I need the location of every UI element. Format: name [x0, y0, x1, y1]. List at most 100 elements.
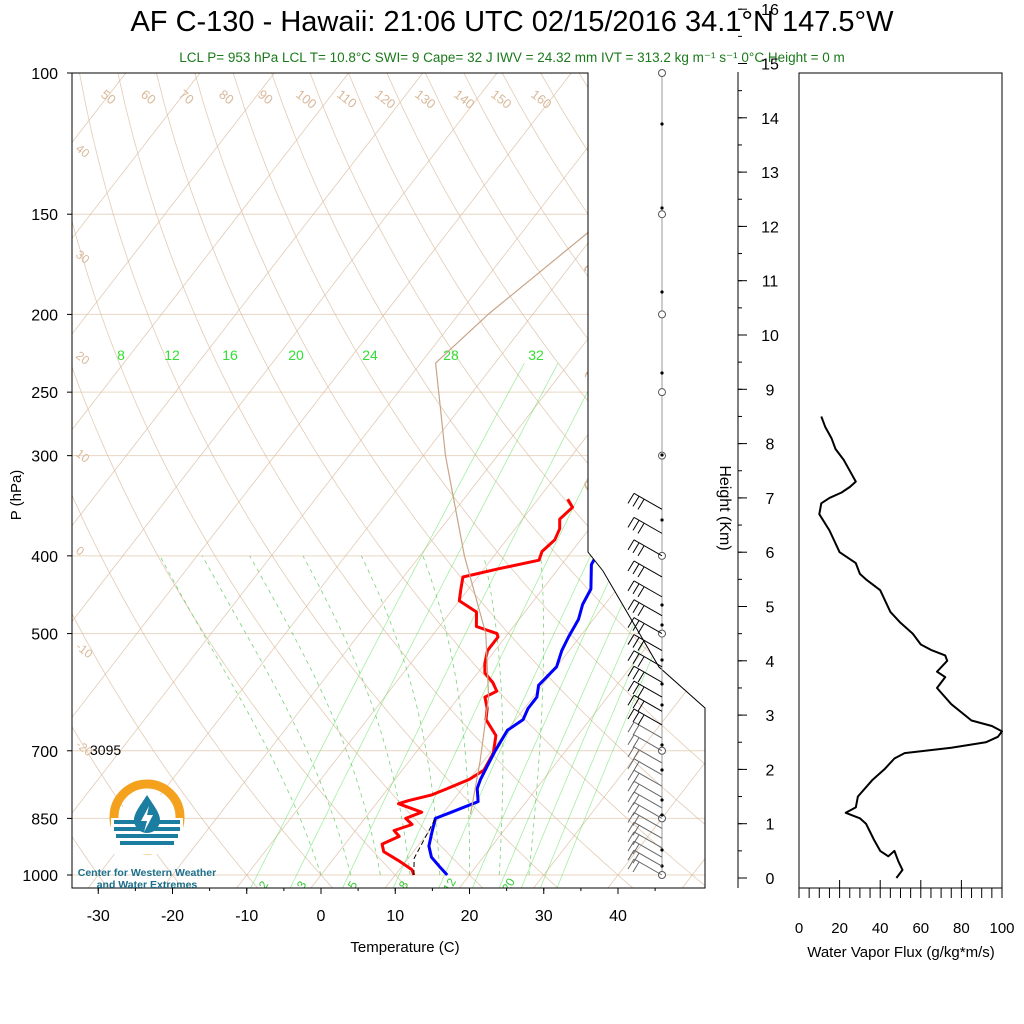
- height-tick-label: 12: [761, 219, 779, 236]
- wind-barb-flag: [632, 784, 640, 795]
- wind-barb: [633, 634, 663, 652]
- dry-adiabat: [72, 73, 187, 888]
- mixing-ratio-label: 20: [499, 875, 518, 894]
- lightning-icon: [141, 806, 153, 832]
- dry-adiabat: [578, 73, 705, 888]
- isotherm-label: 80: [216, 87, 237, 108]
- wind-barb-flag: [632, 724, 640, 736]
- wind-barb-flag: [627, 617, 635, 628]
- x-axis-label: Temperature (C): [350, 939, 459, 956]
- wind-barb-flag: [632, 637, 640, 648]
- mixing-ratio-label: 5: [345, 878, 361, 891]
- dry-adiabat: [348, 73, 705, 888]
- wind-barb: [633, 812, 663, 829]
- wind-barb-flag: [632, 852, 640, 864]
- moist-adiabat-label: 10: [580, 360, 610, 390]
- wind-dot: [660, 453, 664, 457]
- isotherm-label: 140: [451, 87, 477, 112]
- height-tick-label: 5: [766, 600, 775, 617]
- wind-barb-flag: [627, 650, 635, 662]
- wind-barb-flag: [632, 542, 640, 554]
- logo-text-line2: and Water Extremes: [97, 879, 198, 891]
- mixing-ratio-label: 32: [528, 347, 544, 363]
- moist-adiabat: [422, 555, 470, 875]
- wind-dot: [660, 743, 664, 747]
- wind-barb-flag: [632, 749, 640, 761]
- water-vapor-flux-panel: 0 20 40 60 80 100: [795, 72, 1015, 937]
- wind-barb-flag: [627, 758, 635, 770]
- mixing-ratio-line: [497, 362, 705, 888]
- wind-dot: [660, 206, 664, 210]
- x-tick-label: -30: [87, 908, 110, 925]
- p-tick-label: 1000: [22, 868, 58, 885]
- x-tick-label: -10: [235, 908, 258, 925]
- wind-barb: [633, 560, 663, 578]
- wvf-x-tick-label: 40: [872, 920, 889, 937]
- isotherm: [72, 73, 349, 888]
- wind-barb-flag: [632, 620, 640, 631]
- x-tick-label: -20: [161, 908, 184, 925]
- wind-barb: [633, 580, 663, 598]
- dry-adiabat: [72, 73, 262, 888]
- logo-text-line1: Center for Western Weather: [78, 867, 216, 879]
- moist-adiabat: [528, 555, 545, 876]
- wind-barb-flag: [627, 680, 635, 692]
- p-tick-label: 300: [31, 449, 58, 466]
- isotherm: [72, 73, 201, 888]
- calm-wind-circle: [658, 69, 666, 77]
- p-tick-label: 250: [31, 385, 58, 402]
- isotherm: [530, 73, 705, 888]
- wind-barb-flag: [627, 665, 635, 677]
- mixing-ratio-line: [470, 362, 705, 888]
- mixing-ratio-line: [390, 362, 646, 888]
- adiabat-label: 30: [73, 247, 92, 266]
- wind-dot: [660, 682, 664, 686]
- wind-barb: [633, 734, 663, 752]
- wind-dot: [660, 798, 664, 802]
- dry-adiabat: [540, 73, 705, 888]
- dry-adiabat: [232, 73, 705, 888]
- wind-barb: [633, 539, 663, 557]
- wind-barb-flag: [632, 683, 640, 695]
- wind-barb-flag: [632, 861, 640, 873]
- wind-barb-flag: [637, 640, 645, 651]
- mixing-ratio-label: 8: [117, 347, 125, 363]
- height-tick-label: 4: [766, 654, 775, 671]
- wind-barb: [633, 858, 663, 876]
- x-tick-label: 30: [535, 908, 553, 925]
- wind-barbs: [627, 69, 666, 879]
- wind-barb-flag: [632, 583, 640, 595]
- moist-adiabat: [302, 555, 411, 876]
- wind-dot: [660, 813, 664, 817]
- isotherm: [72, 73, 275, 888]
- wind-barb: [633, 780, 663, 798]
- wind-barb: [633, 849, 663, 867]
- wind-barb-flag: [627, 746, 635, 758]
- wind-dot: [660, 122, 664, 126]
- p-tick-label: 500: [31, 627, 58, 644]
- wind-barb-flag: [627, 849, 635, 861]
- wind-dot: [660, 371, 664, 375]
- wind-dot: [660, 658, 664, 662]
- wind-dot: [660, 768, 664, 772]
- wind-barb-flag: [632, 668, 640, 680]
- mixing-ratio-label: 12: [164, 347, 180, 363]
- moist-adiabat-label: 0: [580, 476, 601, 499]
- adiabat-label: 40: [73, 141, 92, 160]
- isotherm: [753, 73, 1024, 892]
- wind-barb-flag: [627, 831, 635, 843]
- mixing-ratio-line: [287, 362, 559, 888]
- wind-barb-flag: [627, 858, 635, 870]
- mixing-ratio-label: 16: [222, 347, 238, 363]
- moist-adiabat-label: 10: [597, 548, 627, 578]
- isotherm: [84, 73, 705, 888]
- isotherm: [307, 73, 705, 888]
- parcel-line: [435, 73, 705, 815]
- height-tick-label: 16: [761, 2, 779, 19]
- moist-adiabat: [159, 555, 322, 876]
- wind-barb-flag: [627, 840, 635, 852]
- wind-barb-flag: [637, 566, 645, 578]
- height-tick-label: 9: [766, 382, 775, 399]
- wind-barb-flag: [637, 701, 645, 712]
